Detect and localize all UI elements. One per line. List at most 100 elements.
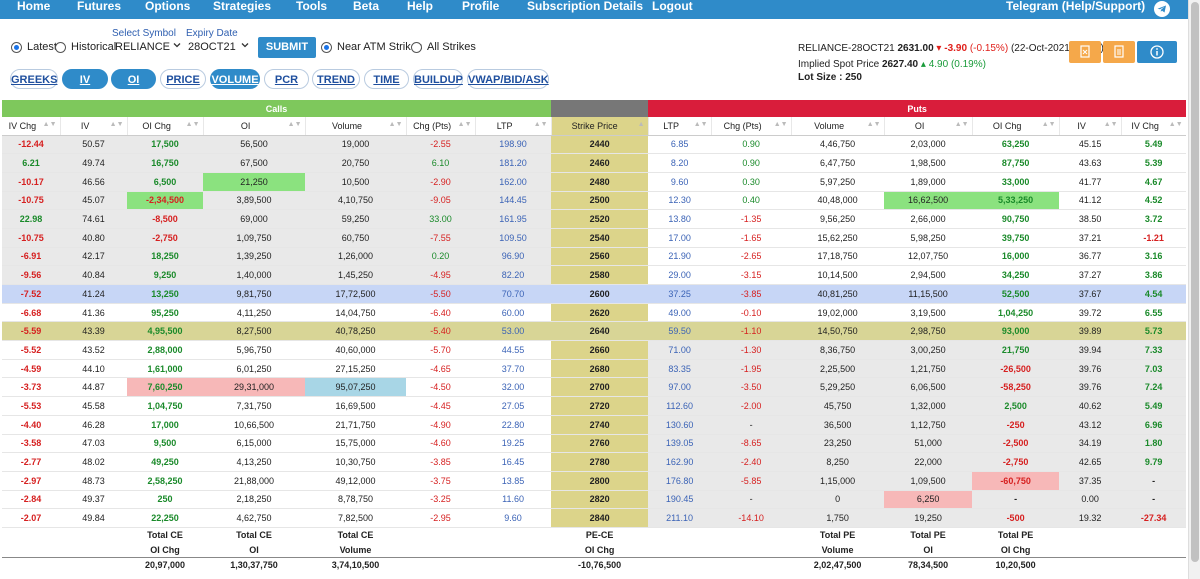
export-excel-button[interactable] (1069, 41, 1101, 63)
total-ce-chg-pts-cell (406, 556, 475, 573)
pe-volume-cell: 40,81,250 (791, 284, 885, 304)
header-pe-oi[interactable]: OI ▲▼ (884, 117, 973, 136)
total-pe-iv-cell (1059, 527, 1122, 543)
nav-subscription[interactable]: Subscription Details (527, 0, 644, 13)
sort-icon[interactable]: ▲▼ (388, 120, 403, 128)
pe-chg-pts-cell: -3.15 (711, 265, 792, 285)
sort-icon[interactable]: ▲▼ (1103, 120, 1118, 128)
ce-oi-cell: 67,500 (203, 153, 305, 173)
tab-greeks[interactable]: GREEKS (10, 69, 58, 89)
ce-iv-chg-cell: -5.53 (2, 396, 60, 416)
historical-radio[interactable] (55, 42, 66, 53)
telegram-icon[interactable] (1154, 1, 1170, 17)
total-ce-oi-cell: 1,30,37,750 (203, 556, 305, 573)
total-ce-volume-cell: Volume (305, 542, 406, 558)
ce-volume-cell: 16,69,500 (305, 396, 406, 416)
total-ce-chg-pts-cell (406, 542, 475, 558)
ce-volume-cell: 40,60,000 (305, 340, 406, 360)
pe-oi-cell: 16,62,500 (884, 191, 973, 211)
ce-volume-cell: 27,15,250 (305, 359, 406, 379)
near-atm-radio[interactable] (321, 42, 332, 53)
header-ce-chg-pts[interactable]: Chg (Pts) ▲▼ (406, 117, 476, 136)
nav-home[interactable]: Home (17, 0, 51, 13)
header-pe-iv-chg[interactable]: IV Chg ▲▼ (1121, 117, 1186, 136)
top-nav: Home Futures Options Strategies Tools Be… (0, 0, 1188, 19)
header-ce-oi[interactable]: OI ▲▼ (203, 117, 306, 136)
symbol-select[interactable]: RELIANCE (115, 41, 171, 53)
tab-iv[interactable]: IV (62, 69, 108, 89)
sort-icon[interactable]: ▲▼ (773, 120, 788, 128)
ce-ltp-cell: 144.45 (475, 191, 552, 211)
pe-ltp-cell: 139.05 (648, 434, 712, 454)
sort-icon[interactable]: ▲▼ (693, 120, 708, 128)
page-scrollbar[interactable] (1188, 0, 1200, 579)
sort-icon[interactable]: ▲▼ (109, 120, 124, 128)
nav-strategies[interactable]: Strategies (213, 0, 272, 13)
header-pe-volume[interactable]: Volume ▲▼ (791, 117, 885, 136)
ce-iv-cell: 45.58 (60, 396, 127, 416)
header-ce-volume[interactable]: Volume ▲▼ (305, 117, 407, 136)
header-pe-chg-pts[interactable]: Chg (Pts) ▲▼ (711, 117, 792, 136)
header-ce-oi-chg[interactable]: OI Chg ▲▼ (127, 117, 204, 136)
pe-chg-pts-cell: 0.90 (711, 153, 792, 173)
sort-icon[interactable]: ▲▼ (954, 120, 969, 128)
ce-iv-cell: 40.80 (60, 228, 127, 248)
expiry-select[interactable]: 28OCT21 (188, 41, 236, 53)
tab-buildup[interactable]: BUILDUP (413, 69, 463, 89)
sort-icon[interactable]: ▲▼ (866, 120, 881, 128)
pe-chg-pts-cell: -14.10 (711, 508, 792, 528)
header-strike-price[interactable]: Strike Price ▲ (551, 117, 649, 136)
info-button[interactable] (1137, 41, 1177, 63)
tab-price[interactable]: PRICE (160, 69, 206, 89)
pe-oi-chg-cell: 21,750 (972, 340, 1060, 360)
header-pe-ltp[interactable]: LTP ▲▼ (648, 117, 712, 136)
nav-tools[interactable]: Tools (296, 0, 328, 13)
nav-telegram[interactable]: Telegram (Help/Support) (1006, 0, 1146, 13)
nav-logout[interactable]: Logout (652, 0, 693, 13)
header-pe-iv[interactable]: IV ▲▼ (1059, 117, 1122, 136)
historical-label: Historical (71, 41, 117, 53)
pe-iv-cell: 42.65 (1059, 452, 1122, 472)
ce-iv-chg-cell: -2.07 (2, 508, 60, 528)
tab-pcr[interactable]: PCR (264, 69, 309, 89)
nav-futures[interactable]: Futures (77, 0, 122, 13)
pe-ltp-cell: 83.35 (648, 359, 712, 379)
export-pdf-button[interactable] (1103, 41, 1135, 63)
sort-icon[interactable]: ▲▼ (1168, 120, 1183, 128)
sort-icon[interactable]: ▲▼ (42, 120, 57, 128)
header-ce-iv-chg[interactable]: IV Chg ▲▼ (2, 117, 61, 136)
nav-profile[interactable]: Profile (462, 0, 500, 13)
sort-icon[interactable]: ▲▼ (457, 120, 472, 128)
header-pe-oi-chg[interactable]: OI Chg ▲▼ (972, 117, 1060, 136)
nav-help[interactable]: Help (407, 0, 434, 13)
header-ce-ltp[interactable]: LTP ▲▼ (475, 117, 552, 136)
sort-icon[interactable]: ▲▼ (533, 120, 548, 128)
nav-options[interactable]: Options (145, 0, 191, 13)
pe-iv-chg-cell: 5.49 (1121, 135, 1186, 155)
sort-icon[interactable]: ▲ (637, 120, 645, 128)
sort-icon[interactable]: ▲▼ (185, 120, 200, 128)
total-pe-oi-chg-cell: OI Chg (972, 542, 1060, 558)
all-strikes-radio[interactable] (411, 42, 422, 53)
pe-chg-pts-cell: -1.95 (711, 359, 792, 379)
sort-icon[interactable]: ▲▼ (1041, 120, 1056, 128)
table-row: 6.21 49.74 16,750 67,500 20,750 6.10 181.20 246… (2, 153, 1186, 173)
spot-label: Implied Spot Price (798, 59, 880, 70)
tab-time[interactable]: TIME (364, 69, 409, 89)
latest-radio[interactable] (11, 42, 22, 53)
ce-chg-pts-cell: -5.40 (406, 321, 475, 342)
sort-icon[interactable]: ▲▼ (287, 120, 302, 128)
tab-volume[interactable]: VOLUME (210, 69, 260, 89)
submit-button[interactable]: SUBMIT (258, 37, 316, 58)
scroll-thumb[interactable] (1191, 2, 1199, 562)
ce-chg-pts-cell: -4.95 (406, 265, 475, 285)
tab-vwap-bid-ask[interactable]: VWAP/BID/ASK (467, 69, 549, 89)
header-ce-iv[interactable]: IV ▲▼ (60, 117, 128, 136)
ce-oi-chg-cell: 16,750 (127, 153, 203, 173)
tab-trend[interactable]: TREND (312, 69, 360, 89)
symbol-chevron-down-icon[interactable] (173, 40, 181, 52)
pe-oi-chg-cell: -500 (972, 508, 1060, 528)
tab-oi[interactable]: OI (111, 69, 156, 89)
nav-beta[interactable]: Beta (353, 0, 380, 13)
expiry-chevron-down-icon[interactable] (241, 40, 249, 52)
